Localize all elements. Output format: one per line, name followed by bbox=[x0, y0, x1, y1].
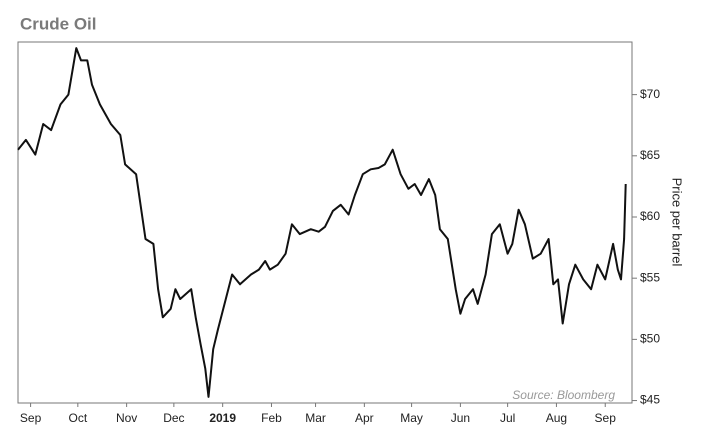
y-tick-label: $55 bbox=[640, 270, 660, 284]
x-tick-label: Feb bbox=[261, 411, 282, 425]
y-tick-label: $45 bbox=[640, 393, 660, 407]
x-tick-label: Jul bbox=[500, 411, 515, 425]
y-tick-label: $70 bbox=[640, 87, 660, 101]
y-tick-label: $50 bbox=[640, 332, 660, 346]
x-tick-label: 2019 bbox=[209, 411, 236, 425]
x-tick-label: Sep bbox=[595, 411, 617, 425]
x-tick-label: Apr bbox=[355, 411, 374, 425]
x-tick-label: Oct bbox=[68, 411, 87, 425]
y-tick-label: $60 bbox=[640, 209, 660, 223]
x-tick-label: Jun bbox=[451, 411, 470, 425]
x-tick-label: Aug bbox=[546, 411, 567, 425]
source-note: Source: Bloomberg bbox=[512, 388, 615, 402]
x-tick-label: Dec bbox=[163, 411, 184, 425]
x-tick-label: Sep bbox=[20, 411, 42, 425]
x-tick-label: Mar bbox=[305, 411, 326, 425]
price-line bbox=[17, 47, 627, 398]
chart-title: Crude Oil bbox=[20, 14, 97, 33]
x-tick-label: May bbox=[400, 411, 423, 425]
y-tick-label: $65 bbox=[640, 148, 660, 162]
plot-frame bbox=[17, 41, 633, 404]
x-tick-label: Nov bbox=[116, 411, 137, 425]
y-axis-label: Price per barrel bbox=[670, 178, 685, 267]
